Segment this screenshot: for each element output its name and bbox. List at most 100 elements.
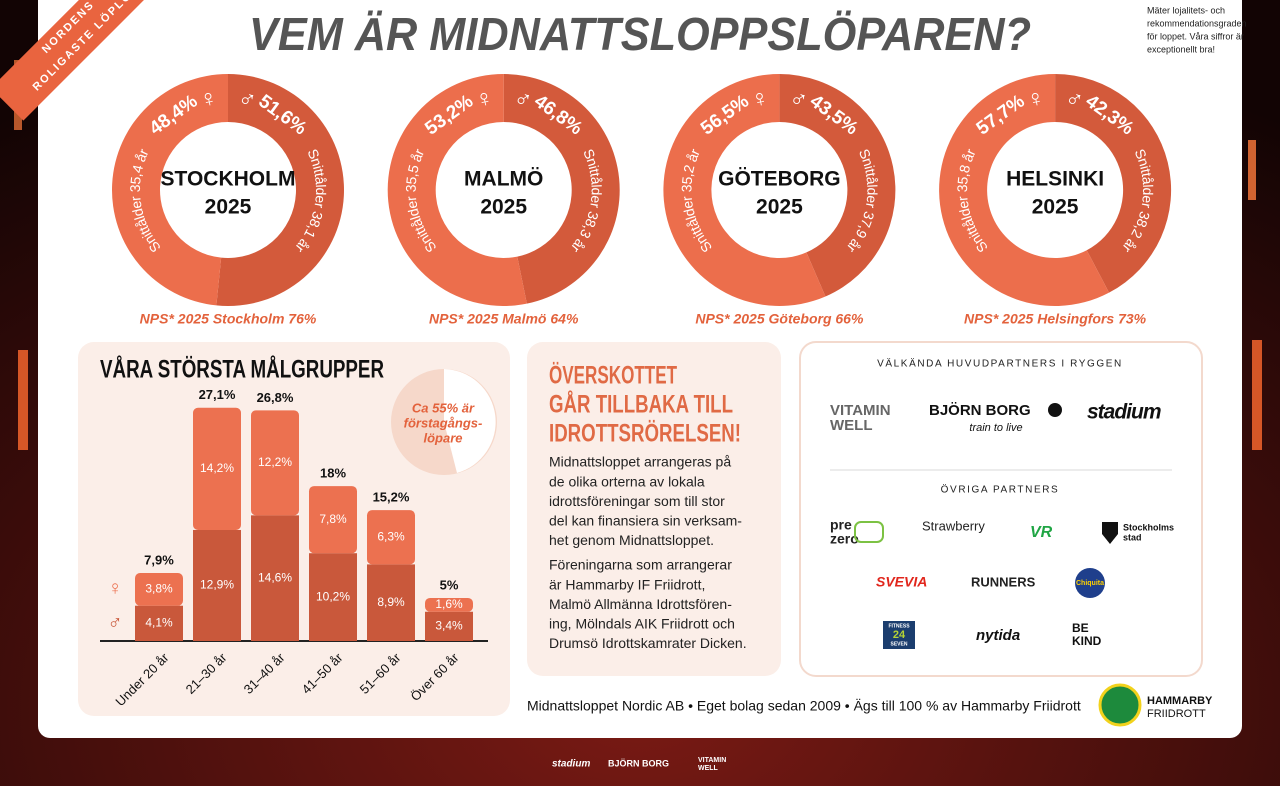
logo-stadium: stadium: [1087, 401, 1161, 424]
bar-segment: [309, 553, 357, 641]
segment-label: 12,2%: [258, 455, 292, 469]
info-text: Föreningarna som arrangerar: [549, 557, 732, 573]
logo-chiquita: Chiquita: [1076, 580, 1104, 587]
segment-label: 14,2%: [200, 461, 234, 475]
main-title: VEM ÄR MIDNATTSLOPPSLÖPAREN?: [249, 8, 1031, 60]
bar-segment: [367, 510, 415, 565]
city-name: GÖTEBORG: [718, 168, 841, 191]
segment-label: 7,8%: [319, 512, 347, 526]
city-year: 2025: [756, 196, 803, 219]
info-text: Malmö Allmänna Idrottsfören-: [549, 596, 732, 612]
donut-label: ♀: [197, 84, 220, 114]
donut-segment: [1055, 74, 1172, 293]
strip-logo: BJÖRN BORG: [608, 758, 669, 768]
city-name: HELSINKI: [1006, 168, 1104, 191]
nps-caption: NPS* 2025 Göteborg 66%: [695, 311, 864, 327]
logo-bjornborg-tag: train to live: [969, 422, 1022, 434]
donut-label: ♂: [236, 84, 259, 114]
donut-segment: [503, 74, 620, 304]
info-text: het genom Midnattsloppet.: [549, 532, 714, 548]
legend-symbol: ♂: [108, 612, 123, 634]
logo-stockholm: stad: [1123, 532, 1142, 542]
city-year: 2025: [480, 196, 527, 219]
logo-svevia: SVEVIA: [876, 574, 927, 590]
logo-bjornborg-dot: [1048, 403, 1062, 417]
nps-note: rekommendationsgraden: [1147, 18, 1247, 28]
nps-note: exceptionellt bra!: [1147, 44, 1215, 54]
logo-chiquita-badge: [1075, 568, 1105, 598]
logo-bekind: KIND: [1072, 634, 1102, 648]
bar-segment: [367, 564, 415, 641]
bar-segment: [251, 515, 299, 641]
chart-title: VÅRA STÖRSTA MÅLGRUPPER: [100, 355, 384, 384]
logo-24seven-box: [883, 621, 915, 649]
bar-segment: [135, 573, 183, 606]
info-text: del kan finansiera sin verksam-: [549, 513, 742, 529]
donut-segment: [216, 74, 345, 306]
logo-vitaminwell: VITAMIN: [830, 402, 891, 419]
info-text: Drumsö Idrottskamrater Dicken.: [549, 635, 747, 651]
total-label: 5%: [440, 577, 459, 592]
stage-light: [1252, 340, 1262, 450]
partners-heading: ÖVRIGA PARTNERS: [941, 484, 1060, 496]
segment-label: 8,9%: [377, 595, 405, 609]
info-text: är Hammarby IF Friidrott,: [549, 576, 705, 592]
bar-segment: [135, 605, 183, 641]
logo-strawberry: Strawberry: [922, 518, 985, 533]
donut-segment: [112, 74, 228, 306]
total-label: 15,2%: [373, 490, 410, 505]
bar-segment: [425, 611, 473, 641]
info-heading: ÖVERSKOTTET: [549, 361, 677, 390]
stage-light: [18, 350, 28, 450]
logo-runners: RUNNERS: [971, 574, 1036, 589]
partners-heading: VÄLKÄNDA HUVUDPARTNERS I RYGGEN: [877, 358, 1123, 370]
logo-prezero: zero: [830, 531, 859, 547]
nps-caption: NPS* 2025 Malmö 64%: [429, 311, 579, 327]
total-label: 18%: [320, 466, 346, 481]
donut-label: ♂: [1063, 84, 1086, 114]
nps-note: Mäter lojalitets- och: [1147, 5, 1225, 15]
logo-bjornborg: BJÖRN BORG: [929, 402, 1031, 419]
info-text: de olika orterna av lokala: [549, 473, 705, 489]
segment-label: 4,1%: [145, 616, 173, 630]
donut-label: ♀: [473, 84, 496, 114]
donut-segment: [939, 74, 1110, 306]
segment-label: 3,4%: [435, 619, 463, 633]
segment-label: 14,6%: [258, 570, 292, 584]
segment-label: 12,9%: [200, 578, 234, 592]
donut-label: ♂: [787, 84, 810, 114]
logo-nytida: nytida: [976, 627, 1020, 644]
segment-label: 3,8%: [145, 582, 173, 596]
logo-24seven: FITNESS: [888, 623, 910, 629]
donut-label: ♂: [511, 84, 534, 114]
strip-logo: WELL: [698, 765, 719, 772]
city-year: 2025: [205, 196, 252, 219]
footer-text: Midnattsloppet Nordic AB • Eget bolag se…: [527, 698, 1081, 714]
panel-info: [527, 342, 781, 676]
nps-caption: NPS* 2025 Helsingfors 73%: [964, 311, 1147, 327]
donut-segment: [779, 74, 896, 297]
logo-stockholm-shield: [1102, 522, 1118, 544]
strip-logo: VITAMIN: [698, 757, 726, 764]
info-text: ing, Mölndals AIK Friidrott och: [549, 616, 735, 632]
logo-prezero-box: [854, 521, 884, 543]
stage-light: [1248, 140, 1256, 200]
city-name: MALMÖ: [464, 168, 543, 191]
bar-segment: [425, 597, 473, 612]
total-label: 26,8%: [257, 390, 294, 405]
total-label: 27,1%: [199, 387, 236, 402]
bar-segment: [193, 407, 241, 530]
bar-segment: [309, 486, 357, 554]
city-year: 2025: [1032, 196, 1079, 219]
segment-label: 6,3%: [377, 529, 405, 543]
info-heading: GÅR TILLBAKA TILL: [549, 390, 733, 419]
bubble-wedge: [444, 369, 496, 473]
logo-vitaminwell: WELL: [830, 417, 873, 434]
city-name: STOCKHOLM: [161, 168, 296, 191]
donut-segment: [387, 74, 527, 307]
donut-label: ♀: [748, 84, 771, 114]
legend-symbol: ♀: [108, 578, 123, 600]
info-text: Midnattsloppet arrangeras på: [549, 454, 731, 470]
